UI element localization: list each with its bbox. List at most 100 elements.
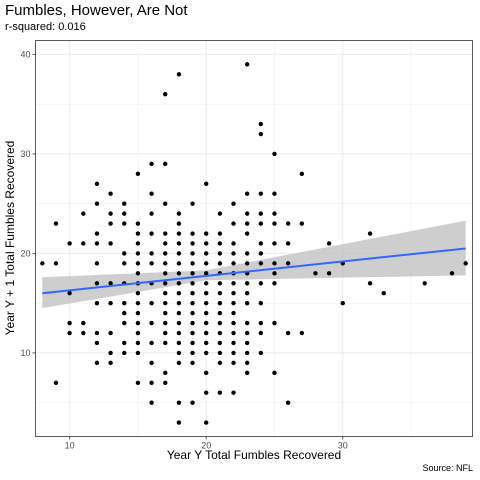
data-point <box>190 251 195 256</box>
data-point <box>204 251 209 256</box>
data-point <box>135 171 141 177</box>
data-point <box>231 201 236 206</box>
data-point <box>149 400 154 405</box>
data-point <box>190 340 195 346</box>
data-point <box>176 300 182 306</box>
x-tick-label: 20 <box>201 441 211 451</box>
data-point <box>149 261 154 266</box>
data-point <box>94 261 100 266</box>
data-point <box>190 310 195 316</box>
data-point <box>217 350 223 356</box>
data-point <box>67 320 72 326</box>
data-point <box>217 390 223 395</box>
data-point <box>94 181 100 186</box>
data-point <box>244 191 250 196</box>
data-point <box>272 151 277 157</box>
data-point <box>244 320 250 326</box>
data-point <box>272 370 277 376</box>
data-point <box>163 161 168 167</box>
data-point <box>244 291 250 296</box>
data-point <box>108 330 113 336</box>
data-point <box>122 261 127 266</box>
y-axis-ticks: 10 20 30 40 <box>20 49 36 358</box>
data-point <box>231 261 236 266</box>
data-point <box>204 241 209 246</box>
data-point <box>217 281 223 286</box>
data-point <box>244 370 250 376</box>
data-point <box>190 201 195 206</box>
data-point <box>135 300 141 306</box>
data-point <box>204 291 209 296</box>
data-point <box>122 201 127 206</box>
data-point <box>163 380 168 385</box>
data-point <box>217 231 223 236</box>
data-point <box>272 271 277 276</box>
data-point <box>204 420 209 425</box>
data-point <box>94 340 100 346</box>
data-point <box>285 221 291 226</box>
data-point <box>217 261 223 266</box>
data-point <box>176 360 182 366</box>
data-point <box>176 350 182 356</box>
data-point <box>258 261 264 266</box>
data-point <box>285 400 291 405</box>
data-point <box>272 191 277 196</box>
data-point <box>81 211 86 216</box>
data-point <box>108 300 113 306</box>
data-point <box>204 370 209 376</box>
data-point <box>244 261 250 266</box>
data-point <box>149 251 154 256</box>
data-points <box>40 62 468 425</box>
data-point <box>122 310 127 316</box>
chart-caption: Source: NFL <box>422 463 473 473</box>
data-point <box>135 251 141 256</box>
data-point <box>231 360 236 366</box>
data-point <box>272 320 277 326</box>
data-point <box>122 221 127 226</box>
data-point <box>231 281 236 286</box>
data-point <box>163 261 168 266</box>
chart-subtitle: r-squared: 0.016 <box>5 21 86 33</box>
data-point <box>176 310 182 316</box>
data-point <box>122 251 127 256</box>
fit-line <box>42 247 466 295</box>
data-point <box>108 360 113 366</box>
data-point <box>231 291 236 296</box>
data-point <box>163 231 168 236</box>
data-point <box>94 201 100 206</box>
data-point <box>149 340 154 346</box>
data-point <box>190 271 195 276</box>
data-point <box>190 231 195 236</box>
data-point <box>285 261 291 266</box>
data-point <box>217 300 223 306</box>
data-point <box>299 221 304 226</box>
data-point <box>40 261 45 266</box>
data-point <box>163 271 168 276</box>
data-point <box>108 221 113 226</box>
data-point <box>149 161 154 167</box>
data-point <box>67 330 72 336</box>
data-point <box>244 62 250 67</box>
data-point <box>190 320 195 326</box>
data-point <box>135 241 141 246</box>
data-point <box>313 271 318 276</box>
data-point <box>135 320 141 326</box>
x-tick-label: 10 <box>65 441 75 451</box>
data-point <box>204 340 209 346</box>
data-point <box>108 241 113 246</box>
data-point <box>204 320 209 326</box>
data-point <box>122 350 127 356</box>
data-point <box>204 390 209 395</box>
data-point <box>231 320 236 326</box>
data-point <box>244 360 250 366</box>
data-point <box>122 320 127 326</box>
data-point <box>285 241 291 246</box>
data-point <box>258 131 264 137</box>
data-point <box>94 300 100 306</box>
data-point <box>231 350 236 356</box>
data-point <box>258 251 264 256</box>
data-point <box>231 221 236 226</box>
data-point <box>163 241 168 246</box>
data-point <box>258 320 264 326</box>
data-point <box>81 330 86 336</box>
